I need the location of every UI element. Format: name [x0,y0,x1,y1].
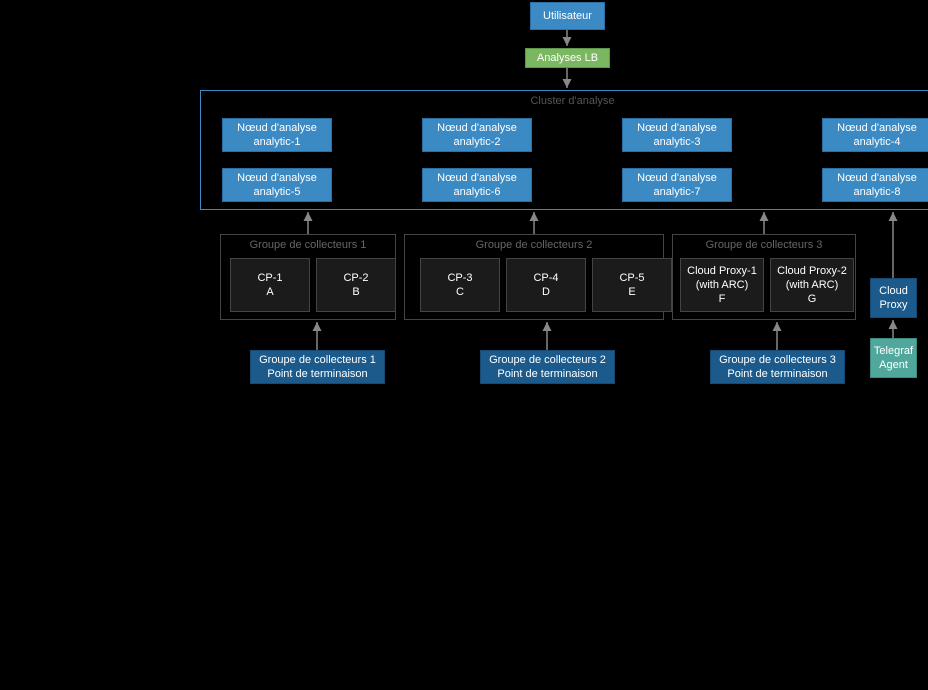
collector-group-2-title: Groupe de collecteurs 2 [405,239,663,251]
cp-node-4: CP-4 D [506,258,586,312]
cp-node-7: Cloud Proxy-2 (with ARC) G [770,258,854,312]
node-line2: analytic-5 [253,185,300,199]
node-line1: Cloud Proxy-1 [687,264,757,278]
node-line1: Groupe de collecteurs 1 [259,353,376,367]
endpoint-2: Groupe de collecteurs 2 Point de termina… [480,350,615,384]
lb-node: Analyses LB [525,48,610,68]
node-line2: Agent [879,358,908,372]
cp-node-6: Cloud Proxy-1 (with ARC) F [680,258,764,312]
node-line1: Telegraf [874,344,913,358]
node-line1: CP-5 [619,271,644,285]
node-line2: (with ARC) [696,278,749,292]
endpoint-1: Groupe de collecteurs 1 Point de termina… [250,350,385,384]
cp-node-1: CP-1 A [230,258,310,312]
node-line1: Nœud d'analyse [437,171,517,185]
cp-node-5: CP-5 E [592,258,672,312]
node-line1: Nœud d'analyse [637,121,717,135]
lb-label: Analyses LB [537,51,598,65]
node-line1: Groupe de collecteurs 3 [719,353,836,367]
analytic-node-4: Nœud d'analyse analytic-4 [822,118,928,152]
node-line2: A [266,285,273,299]
node-line1: Nœud d'analyse [437,121,517,135]
node-line2: C [456,285,464,299]
node-line2: Proxy [879,298,907,312]
node-line1: Nœud d'analyse [237,121,317,135]
node-line2: E [628,285,635,299]
cp-node-2: CP-2 B [316,258,396,312]
node-line1: Cloud Proxy-2 [777,264,847,278]
node-line1: CP-2 [343,271,368,285]
node-line1: CP-3 [447,271,472,285]
node-line1: Nœud d'analyse [237,171,317,185]
node-line2: analytic-4 [853,135,900,149]
node-line2: analytic-6 [453,185,500,199]
analytic-node-6: Nœud d'analyse analytic-6 [422,168,532,202]
node-line1: Cloud [879,284,908,298]
collector-group-1-title: Groupe de collecteurs 1 [221,239,395,251]
cp-node-3: CP-3 C [420,258,500,312]
analytic-node-8: Nœud d'analyse analytic-8 [822,168,928,202]
node-line2: analytic-2 [453,135,500,149]
user-node: Utilisateur [530,2,605,30]
node-line1: Nœud d'analyse [637,171,717,185]
analysis-cluster-title: Cluster d'analyse [201,95,928,107]
analytic-node-2: Nœud d'analyse analytic-2 [422,118,532,152]
analytic-node-3: Nœud d'analyse analytic-3 [622,118,732,152]
analytic-node-1: Nœud d'analyse analytic-1 [222,118,332,152]
cloud-proxy-node: Cloud Proxy [870,278,917,318]
node-line1: Nœud d'analyse [837,121,917,135]
endpoint-3: Groupe de collecteurs 3 Point de termina… [710,350,845,384]
node-line1: Nœud d'analyse [837,171,917,185]
user-label: Utilisateur [543,9,592,23]
node-line2: analytic-7 [653,185,700,199]
node-line2: analytic-8 [853,185,900,199]
node-line3: G [808,292,817,306]
node-line1: CP-4 [533,271,558,285]
collector-group-3-title: Groupe de collecteurs 3 [673,239,855,251]
node-line2: B [352,285,359,299]
node-line1: Groupe de collecteurs 2 [489,353,606,367]
analytic-node-5: Nœud d'analyse analytic-5 [222,168,332,202]
node-line2: Point de terminaison [497,367,597,381]
node-line2: analytic-3 [653,135,700,149]
telegraf-node: Telegraf Agent [870,338,917,378]
node-line2: analytic-1 [253,135,300,149]
node-line3: F [719,292,726,306]
node-line2: Point de terminaison [267,367,367,381]
node-line2: Point de terminaison [727,367,827,381]
analytic-node-7: Nœud d'analyse analytic-7 [622,168,732,202]
node-line1: CP-1 [257,271,282,285]
node-line2: D [542,285,550,299]
node-line2: (with ARC) [786,278,839,292]
